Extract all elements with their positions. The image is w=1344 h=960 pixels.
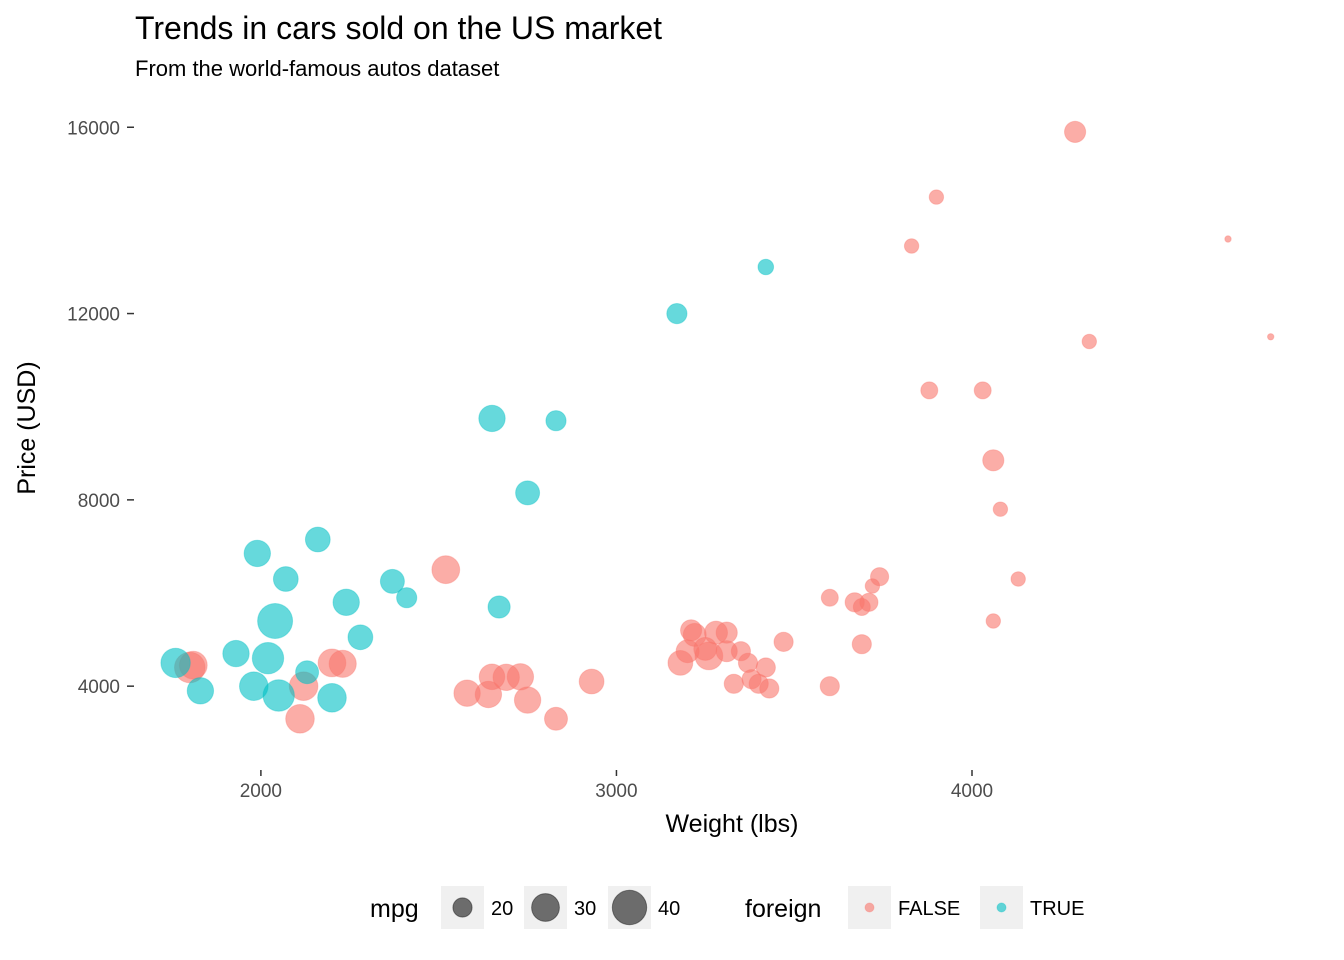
data-point — [515, 480, 541, 506]
data-point — [487, 595, 511, 619]
data-point — [820, 588, 839, 607]
y-tick-label: 12000 — [67, 305, 120, 326]
data-point — [545, 410, 567, 432]
color-key-circle — [996, 902, 1007, 913]
data-point — [759, 678, 780, 699]
data-point — [1010, 571, 1026, 587]
data-point — [973, 381, 992, 400]
size-key-label: 30 — [574, 898, 596, 920]
color-key-label: TRUE — [1030, 898, 1084, 920]
size-key-circle — [531, 893, 560, 922]
data-point — [666, 303, 688, 325]
data-point — [478, 404, 506, 433]
data-point — [723, 673, 744, 694]
series-true — [160, 258, 775, 713]
x-tick-label: 2000 — [240, 781, 282, 802]
size-key-circle — [452, 897, 473, 918]
size-key-label: 20 — [491, 898, 513, 920]
data-point — [992, 501, 1009, 517]
data-point — [864, 578, 881, 594]
series-false — [174, 120, 1275, 734]
x-tick-label: 3000 — [595, 781, 637, 802]
data-point — [251, 642, 285, 675]
plot-area — [160, 120, 1275, 734]
data-point — [903, 238, 920, 254]
chart-subtitle: From the world-famous autos dataset — [135, 56, 499, 81]
data-point — [186, 677, 215, 705]
y-axis-title: Price (USD) — [13, 361, 41, 494]
color-legend-keys: FALSE TRUE — [848, 886, 1084, 929]
data-point — [982, 449, 1005, 472]
data-point — [478, 663, 506, 691]
data-point — [160, 647, 191, 679]
color-key-label: FALSE — [898, 898, 960, 920]
data-point — [332, 588, 360, 616]
data-point — [285, 704, 315, 734]
color-legend-title: foreign — [745, 895, 821, 923]
data-point — [1224, 235, 1232, 243]
data-point — [819, 676, 840, 697]
data-point — [513, 686, 542, 714]
x-axis-title: Weight (lbs) — [666, 810, 799, 838]
data-point — [304, 526, 331, 553]
data-point — [1081, 333, 1098, 350]
data-point — [1267, 333, 1275, 341]
data-point — [578, 668, 605, 695]
x-axis: 2000 3000 4000 — [240, 770, 993, 802]
size-legend-title: mpg — [370, 895, 419, 923]
data-point — [328, 649, 357, 678]
data-point — [257, 603, 294, 639]
data-point — [757, 258, 775, 276]
y-tick-label: 8000 — [78, 491, 120, 512]
data-point — [1064, 120, 1087, 143]
data-point — [379, 568, 405, 594]
data-point — [272, 566, 299, 592]
x-tick-label: 4000 — [951, 781, 993, 802]
data-point — [928, 189, 945, 205]
data-point — [985, 613, 1001, 629]
data-point — [680, 619, 703, 642]
data-point — [243, 539, 271, 568]
data-point — [431, 555, 461, 585]
legend: mpg 20 30 40 foreign FALSE TRUE — [370, 886, 1084, 929]
data-point — [715, 621, 738, 644]
data-point — [317, 683, 347, 713]
data-point — [396, 587, 418, 609]
y-tick-label: 4000 — [78, 677, 120, 698]
data-point — [544, 706, 568, 731]
data-point — [851, 634, 872, 655]
data-point — [920, 381, 939, 400]
data-point — [222, 639, 250, 668]
color-key-circle — [864, 902, 875, 913]
data-point — [773, 631, 794, 653]
size-key-circle — [611, 889, 648, 926]
size-key-label: 40 — [658, 898, 680, 920]
chart-title: Trends in cars sold on the US market — [135, 10, 662, 46]
data-point — [506, 663, 535, 691]
y-tick-label: 16000 — [67, 118, 120, 139]
data-point — [295, 660, 320, 685]
size-legend-keys: 20 30 40 — [441, 886, 680, 929]
data-point — [852, 598, 871, 616]
data-point — [347, 624, 374, 651]
data-point — [755, 657, 776, 678]
data-point — [239, 671, 269, 702]
y-axis: 4000 8000 12000 16000 — [67, 118, 134, 698]
